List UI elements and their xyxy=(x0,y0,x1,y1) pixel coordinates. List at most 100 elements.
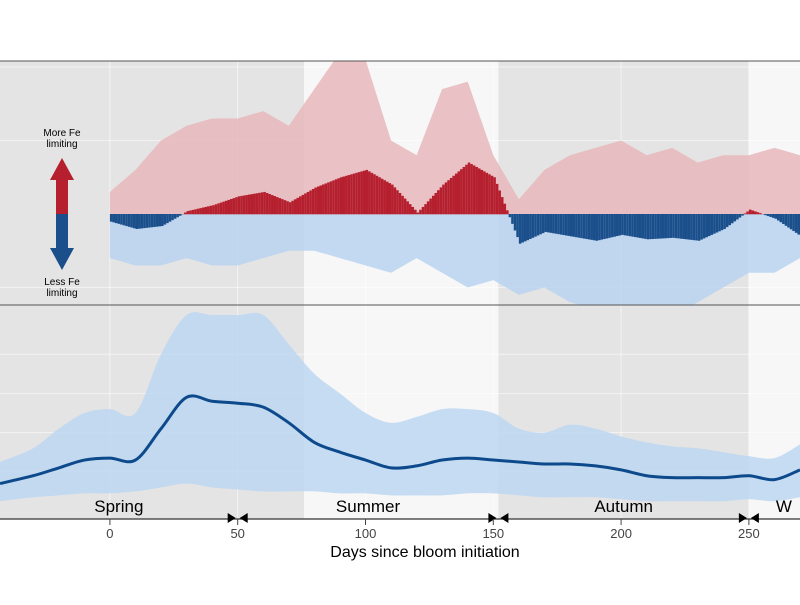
more-fe-bar xyxy=(222,202,225,215)
more-fe-bar xyxy=(220,203,223,215)
more-fe-bar xyxy=(501,197,504,214)
more-fe-bar xyxy=(291,201,294,215)
more-fe-bar xyxy=(350,174,353,214)
less-fe-bar xyxy=(780,214,783,222)
x-tick-label: 150 xyxy=(482,526,504,541)
less-fe-bar xyxy=(509,214,512,217)
more-fe-bar xyxy=(271,195,274,214)
more-fe-bar xyxy=(197,209,200,215)
season-label: Spring xyxy=(94,497,143,516)
less-fe-bar xyxy=(123,214,126,225)
less-fe-bar xyxy=(639,214,642,238)
less-fe-bar xyxy=(516,214,519,237)
x-tick-label: 50 xyxy=(230,526,244,541)
less-fe-bar xyxy=(527,214,530,240)
less-fe-bar xyxy=(133,214,136,228)
more-fe-bar xyxy=(358,172,361,214)
more-fe-bar xyxy=(355,173,358,214)
less-fe-bar xyxy=(153,214,156,227)
more-fe-bar xyxy=(493,177,496,214)
more-fe-bar xyxy=(378,177,381,214)
more-fe-bar xyxy=(386,182,389,215)
more-fe-bar xyxy=(491,176,494,215)
more-fe-bar xyxy=(212,205,215,214)
more-fe-bar xyxy=(435,193,438,214)
less-fe-bar xyxy=(764,214,767,215)
less-fe-bar xyxy=(772,214,775,218)
less-fe-bar xyxy=(774,214,777,219)
less-fe-bar xyxy=(736,214,739,219)
more-fe-bar xyxy=(207,206,210,214)
more-fe-bar xyxy=(381,179,384,215)
more-fe-bar xyxy=(749,210,752,215)
more-fe-bar xyxy=(281,199,284,214)
more-fe-bar xyxy=(266,193,269,214)
more-fe-bar xyxy=(322,184,325,214)
less-fe-bar xyxy=(547,214,550,232)
more-fe-bar xyxy=(319,185,322,214)
less-fe-bar xyxy=(790,214,793,229)
less-fe-bar xyxy=(629,214,632,236)
less-fe-bar xyxy=(785,214,788,226)
less-fe-bar xyxy=(677,214,680,238)
more-fe-bar xyxy=(478,168,481,214)
more-fe-bar xyxy=(458,171,461,214)
more-fe-bar xyxy=(437,190,440,214)
less-fe-bar xyxy=(787,214,790,228)
more-fe-bar xyxy=(442,185,445,215)
less-fe-bar xyxy=(672,214,675,238)
less-fe-bar xyxy=(695,214,698,240)
less-fe-bar xyxy=(524,214,527,241)
more-fe-bar xyxy=(276,197,279,214)
more-fe-bar xyxy=(202,208,205,215)
less-fe-bar xyxy=(657,214,660,239)
more-fe-bar xyxy=(210,206,213,215)
less-fe-bar xyxy=(580,214,583,238)
more-fe-bar xyxy=(327,182,330,214)
less-fe-bar xyxy=(652,214,655,239)
more-fe-bar xyxy=(337,178,340,214)
more-fe-bar xyxy=(363,171,366,215)
more-fe-bar xyxy=(757,212,760,214)
less-fe-bar xyxy=(567,214,570,236)
more-fe-bar xyxy=(245,195,248,214)
less-fe-bar xyxy=(636,214,639,238)
more-fe-bar xyxy=(404,199,407,215)
less-fe-bar xyxy=(562,214,565,235)
less-fe-bar xyxy=(777,214,780,220)
more-fe-bar xyxy=(235,197,238,214)
more-fe-bar xyxy=(317,187,320,215)
less-fe-bar xyxy=(118,214,121,224)
more-fe-bar xyxy=(342,177,345,215)
more-fe-bar xyxy=(309,190,312,214)
more-fe-bar xyxy=(302,195,305,214)
less-fe-bar xyxy=(166,214,169,223)
less-fe-bar xyxy=(721,214,724,230)
less-fe-bar xyxy=(179,214,182,216)
more-fe-bar xyxy=(391,185,394,215)
less-fe-bar xyxy=(685,214,688,239)
less-fe-bar xyxy=(665,214,668,238)
more-fe-bar xyxy=(483,171,486,214)
season-label: Autumn xyxy=(594,497,653,516)
season-label: Summer xyxy=(336,497,401,516)
less-fe-bar xyxy=(110,214,113,222)
more-fe-bar xyxy=(268,194,271,214)
less-fe-bar xyxy=(716,214,719,233)
less-fe-bar xyxy=(688,214,691,240)
more-fe-bar xyxy=(427,201,430,214)
more-fe-bar xyxy=(417,213,420,215)
less-fe-bar xyxy=(555,214,558,234)
less-fe-bar xyxy=(539,214,542,234)
more-fe-bar xyxy=(455,174,458,215)
less-fe-bar xyxy=(647,214,650,239)
more-fe-bar xyxy=(225,201,228,215)
less-fe-bar xyxy=(532,214,535,238)
less-fe-bar xyxy=(534,214,537,237)
less-fe-bar xyxy=(713,214,716,234)
less-fe-bar xyxy=(606,214,609,238)
more-fe-bar xyxy=(445,182,448,214)
more-fe-bar xyxy=(353,174,356,215)
more-fe-bar xyxy=(340,177,343,214)
